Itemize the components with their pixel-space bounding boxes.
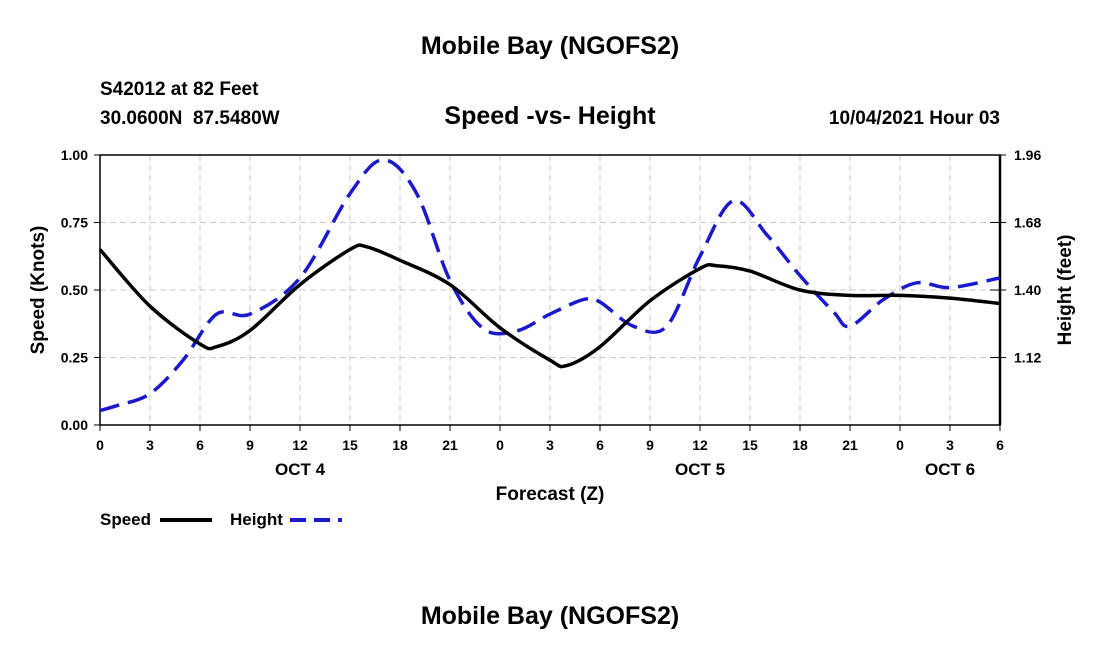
x-tick-label: 6 bbox=[196, 437, 204, 453]
x-axis-title: Forecast (Z) bbox=[496, 484, 605, 505]
height-series-line bbox=[99, 158, 1001, 413]
right-tick-label: 1.12 bbox=[1014, 350, 1041, 366]
x-tick-label: 9 bbox=[246, 437, 254, 453]
right-axis-title: Height (feet) bbox=[1055, 235, 1076, 346]
x-tick-label: 21 bbox=[442, 437, 458, 453]
x-tick-label: 3 bbox=[146, 437, 154, 453]
right-tick-label: 1.40 bbox=[1014, 282, 1041, 298]
footer-title: Mobile Bay (NGOFS2) bbox=[421, 602, 679, 630]
x-tick-label: 9 bbox=[646, 437, 654, 453]
left-tick-label: 0.50 bbox=[61, 282, 88, 298]
station-label: S42012 at 82 Feet bbox=[100, 79, 259, 100]
left-axis-title: Speed (Knots) bbox=[28, 226, 49, 355]
right-tick-label: 1.68 bbox=[1014, 215, 1041, 231]
grid-lines bbox=[100, 155, 1000, 425]
x-tick-label: 0 bbox=[896, 437, 904, 453]
location-label: 30.0600N 87.5480W bbox=[100, 108, 280, 129]
x-tick-label: 6 bbox=[596, 437, 604, 453]
x-tick-label: 12 bbox=[692, 437, 708, 453]
day-label: OCT 5 bbox=[675, 460, 725, 479]
x-tick-label: 0 bbox=[496, 437, 504, 453]
x-tick-label: 3 bbox=[946, 437, 954, 453]
x-tick-label: 21 bbox=[842, 437, 858, 453]
x-tick-label: 6 bbox=[996, 437, 1004, 453]
datetime-label: 10/04/2021 Hour 03 bbox=[829, 108, 1000, 129]
chart-title: Mobile Bay (NGOFS2) bbox=[421, 32, 679, 60]
left-tick-label: 0.75 bbox=[61, 215, 88, 231]
x-tick-label: 0 bbox=[96, 437, 104, 453]
x-tick-label: 3 bbox=[546, 437, 554, 453]
speed-series-line bbox=[98, 243, 1001, 369]
legend-height-label: Height bbox=[230, 510, 283, 529]
chart-subtitle: Speed -vs- Height bbox=[444, 102, 656, 130]
day-label: OCT 6 bbox=[925, 460, 975, 479]
legend-speed-label: Speed bbox=[100, 510, 151, 529]
x-tick-label: 15 bbox=[742, 437, 758, 453]
right-tick-label: 1.96 bbox=[1014, 147, 1041, 163]
left-tick-label: 0.25 bbox=[61, 350, 88, 366]
x-tick-label: 12 bbox=[292, 437, 308, 453]
legend: Speed Height bbox=[100, 510, 342, 529]
tick-group: 0 3 6 9 12 15 18 21 0 3 6 9 12 15 18 21 0 3 6 0.00 0.25 0.50 0… bbox=[61, 147, 1042, 479]
x-tick-label: 18 bbox=[792, 437, 808, 453]
left-tick-label: 0.00 bbox=[61, 417, 88, 433]
x-tick-label: 15 bbox=[342, 437, 358, 453]
left-tick-label: 1.00 bbox=[61, 147, 88, 163]
series-group bbox=[98, 158, 1001, 413]
x-tick-label: 18 bbox=[392, 437, 408, 453]
day-label: OCT 4 bbox=[275, 460, 326, 479]
